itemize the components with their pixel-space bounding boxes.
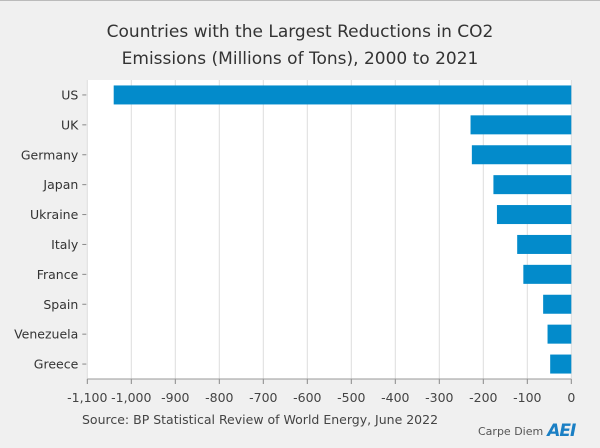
y-tick-label: Venezuela bbox=[14, 327, 78, 342]
bar-italy bbox=[517, 234, 572, 254]
carpe-diem-label: Carpe Diem bbox=[478, 424, 544, 438]
y-tick-label: UK bbox=[61, 117, 79, 132]
chart-title-line-1: Countries with the Largest Reductions in… bbox=[106, 22, 494, 42]
bar-uk bbox=[470, 115, 572, 135]
x-tick-label: -800 bbox=[205, 390, 233, 405]
x-tick-label: -1,100 bbox=[67, 390, 107, 405]
y-tick-label: Japan bbox=[42, 177, 78, 192]
y-tick-label: Italy bbox=[51, 237, 79, 252]
aei-logo-mark: AEI bbox=[547, 421, 576, 441]
y-tick-label: Greece bbox=[34, 357, 79, 372]
bar-greece bbox=[550, 354, 572, 374]
x-tick-label: -500 bbox=[337, 390, 365, 405]
x-tick-label: -700 bbox=[249, 390, 277, 405]
x-tick-label: -400 bbox=[381, 390, 409, 405]
bar-france bbox=[523, 264, 572, 284]
x-tick-label: -100 bbox=[513, 390, 541, 405]
source-note: Source: BP Statistical Review of World E… bbox=[82, 412, 439, 427]
y-tick-label: US bbox=[61, 87, 78, 102]
chart-title: Countries with the Largest Reductions in… bbox=[0, 19, 600, 73]
x-tick-label: 0 bbox=[567, 390, 575, 405]
x-tick-label: -900 bbox=[161, 390, 189, 405]
bar-japan bbox=[493, 175, 572, 195]
y-tick-label: Ukraine bbox=[30, 207, 79, 222]
x-tick-label: -200 bbox=[469, 390, 497, 405]
bar-us bbox=[113, 85, 572, 105]
x-tick-label: -300 bbox=[425, 390, 453, 405]
x-tick-label: -1,000 bbox=[111, 390, 151, 405]
chart-title-line-2: Emissions (Millions of Tons), 2000 to 20… bbox=[121, 49, 479, 69]
x-tick-label: -600 bbox=[293, 390, 321, 405]
y-tick-label: Germany bbox=[21, 147, 79, 162]
bar-ukraine bbox=[496, 205, 572, 225]
y-tick-label: France bbox=[37, 267, 79, 282]
bar-germany bbox=[471, 145, 572, 165]
y-tick-label: Spain bbox=[43, 297, 78, 312]
bar-venezuela bbox=[547, 324, 572, 344]
aei-logo: Carpe Diem AEI bbox=[478, 421, 576, 441]
bar-spain bbox=[543, 294, 572, 314]
